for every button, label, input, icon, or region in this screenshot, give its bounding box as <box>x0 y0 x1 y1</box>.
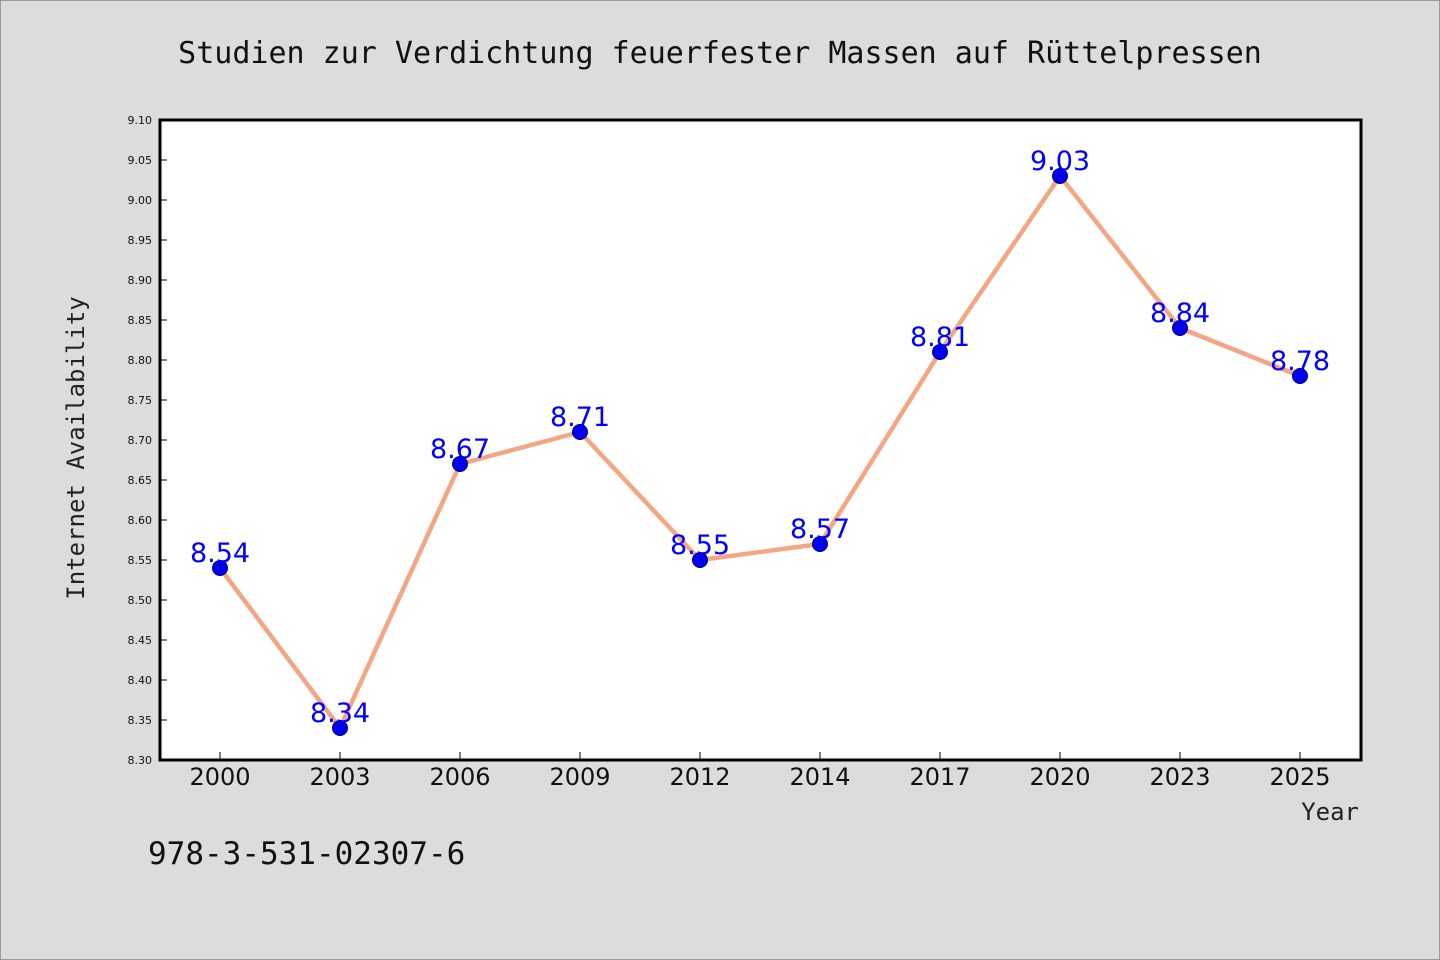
data-label: 8.34 <box>310 698 370 729</box>
x-axis-label: Year <box>1301 798 1359 826</box>
data-points <box>212 168 1308 736</box>
data-point <box>332 720 348 736</box>
data-point <box>692 552 708 568</box>
data-point <box>812 536 828 552</box>
y-axis: 8.30 8.35 8.40 8.45 8.50 8.55 8.60 8.65 8.70 8.75… <box>128 114 167 767</box>
y-tick-label: 8.70 <box>128 434 153 447</box>
y-tick-label: 9.05 <box>128 154 153 167</box>
y-tick-label: 8.85 <box>128 314 153 327</box>
x-tick-label: 2017 <box>909 763 970 791</box>
data-label: 8.55 <box>670 530 730 561</box>
data-label: 8.78 <box>1270 346 1330 377</box>
chart-title: Studien zur Verdichtung feuerfester Mass… <box>178 36 1262 71</box>
data-point <box>572 424 588 440</box>
y-tick-label: 8.35 <box>128 714 153 727</box>
y-tick-label: 8.80 <box>128 354 153 367</box>
data-point <box>1052 168 1068 184</box>
y-tick-label: 8.60 <box>128 514 153 527</box>
y-tick-label: 8.40 <box>128 674 153 687</box>
plot-border <box>158 118 1363 762</box>
y-tick-label: 8.75 <box>128 394 153 407</box>
y-tick-label: 8.95 <box>128 234 153 247</box>
x-axis: 2000 2003 2006 2009 2012 2014 2017 2020 2023 2025 <box>189 752 1331 791</box>
data-label: 9.03 <box>1030 146 1090 177</box>
data-point <box>1172 320 1188 336</box>
data-point <box>1292 368 1308 384</box>
x-tick-label: 2000 <box>189 763 250 791</box>
data-label: 8.81 <box>910 322 970 353</box>
series-line <box>218 173 1301 731</box>
y-tick-label: 8.45 <box>128 634 153 647</box>
data-point <box>212 560 228 576</box>
data-label: 8.57 <box>790 514 850 545</box>
y-tick-label: 8.55 <box>128 554 153 567</box>
x-tick-label: 2012 <box>669 763 730 791</box>
y-tick-label: 8.90 <box>128 274 153 287</box>
y-tick-label: 9.00 <box>128 194 153 207</box>
y-tick-label: 8.30 <box>128 754 153 767</box>
x-tick-label: 2014 <box>789 763 850 791</box>
data-labels: 8.54 8.34 8.67 8.71 8.55 8.57 8.81 9.03 8.84 8.78 <box>190 146 1330 729</box>
plot-area <box>160 120 1361 760</box>
x-tick-label: 2006 <box>429 763 490 791</box>
data-label: 8.71 <box>550 402 610 433</box>
y-tick-label: 8.65 <box>128 474 153 487</box>
x-tick-label: 2025 <box>1269 763 1330 791</box>
series-line-group <box>218 173 1301 731</box>
data-label: 8.84 <box>1150 298 1210 329</box>
data-point <box>932 344 948 360</box>
x-tick-label: 2003 <box>309 763 370 791</box>
data-label: 8.54 <box>190 538 250 569</box>
x-tick-label: 2009 <box>549 763 610 791</box>
data-point <box>452 456 468 472</box>
y-tick-label: 9.10 <box>128 114 153 127</box>
isbn-annotation: 978-3-531-02307-6 <box>148 836 465 872</box>
x-tick-label: 2023 <box>1149 763 1210 791</box>
y-axis-label: Internet Availability <box>62 296 90 599</box>
x-tick-label: 2020 <box>1029 763 1090 791</box>
data-label: 8.67 <box>430 434 490 465</box>
y-tick-label: 8.50 <box>128 594 153 607</box>
